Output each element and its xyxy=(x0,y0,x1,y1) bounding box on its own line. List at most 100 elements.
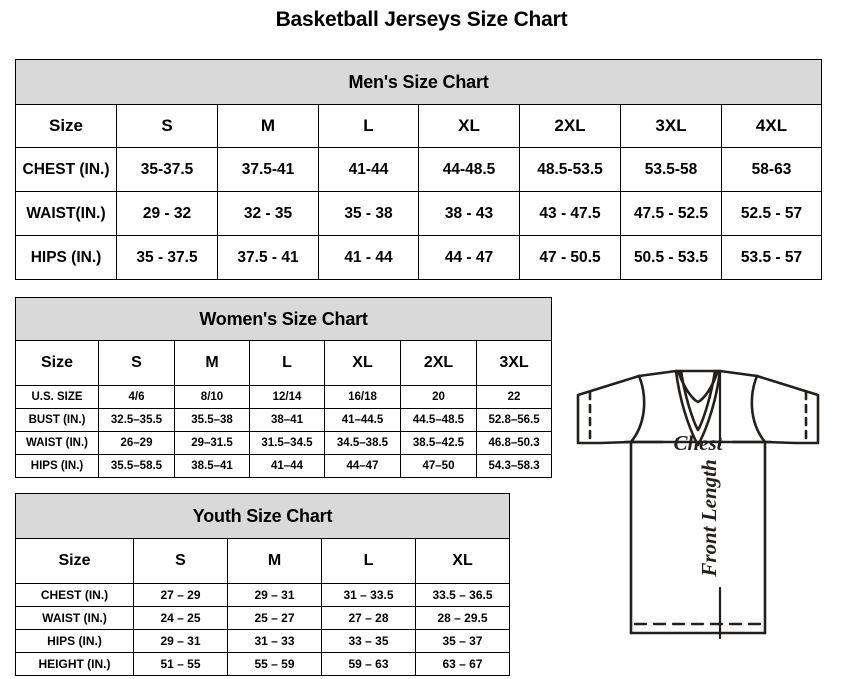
mens-row-label-hips: HIPS (IN.) xyxy=(15,235,117,280)
youth-chart-caption: Youth Size Chart xyxy=(14,493,511,539)
mens-chest-xl: 44-48.5 xyxy=(418,147,520,192)
mens-col-header-l: L xyxy=(318,104,419,148)
youth-col-header-l: L xyxy=(321,538,416,584)
mens-col-header-3xl: 3XL xyxy=(620,104,722,148)
womens-bust-2xl: 44.5–48.5 xyxy=(400,408,477,432)
table-row: WAIST (IN.) 24 – 25 25 – 27 27 – 28 28 –… xyxy=(15,606,511,630)
youth-waist-s: 24 – 25 xyxy=(133,606,228,630)
mens-chest-3xl: 53.5-58 xyxy=(620,147,722,192)
womens-us-size-2xl: 20 xyxy=(400,385,477,409)
table-row: HEIGHT (IN.) 51 – 55 55 – 59 59 – 63 63 … xyxy=(15,652,511,676)
womens-hips-3xl: 54.3–58.3 xyxy=(475,454,553,478)
womens-us-size-s: 4/6 xyxy=(98,385,175,409)
womens-row-label-waist: WAIST (IN.) xyxy=(15,431,99,455)
womens-hips-l: 41–44 xyxy=(249,454,325,478)
youth-height-xl: 63 – 67 xyxy=(414,652,511,676)
womens-us-size-m: 8/10 xyxy=(174,385,250,409)
womens-col-header-l: L xyxy=(249,340,325,386)
womens-waist-s: 26–29 xyxy=(98,431,175,455)
youth-hips-l: 33 – 35 xyxy=(321,629,416,653)
youth-waist-l: 27 – 28 xyxy=(321,606,416,630)
mens-caption-row: Men's Size Chart xyxy=(15,59,822,105)
womens-waist-3xl: 46.8–50.3 xyxy=(475,431,553,455)
youth-chest-s: 27 – 29 xyxy=(133,583,228,607)
mens-chest-m: 37.5-41 xyxy=(217,147,319,192)
youth-size-chart-table: Youth Size Chart Size S M L XL CHEST (IN… xyxy=(14,493,511,676)
youth-row-label-height: HEIGHT (IN.) xyxy=(15,652,134,676)
youth-col-header-size: Size xyxy=(15,538,134,584)
womens-hips-m: 38.5–41 xyxy=(174,454,250,478)
jersey-measurement-diagram: Chest Front Length xyxy=(553,333,843,673)
mens-chest-2xl: 48.5-53.5 xyxy=(519,147,621,192)
mens-waist-s: 29 - 32 xyxy=(116,191,218,236)
table-row: BUST (IN.) 32.5–35.5 35.5–38 38–41 41–44… xyxy=(15,408,553,432)
youth-hips-xl: 35 – 37 xyxy=(414,629,511,653)
youth-height-s: 51 – 55 xyxy=(133,652,228,676)
mens-hips-4xl: 53.5 - 57 xyxy=(721,235,822,280)
mens-hips-xl: 44 - 47 xyxy=(418,235,520,280)
mens-hips-2xl: 47 - 50.5 xyxy=(519,235,621,280)
womens-row-label-us-size: U.S. SIZE xyxy=(15,385,99,409)
womens-col-header-3xl: 3XL xyxy=(475,340,553,386)
mens-waist-m: 32 - 35 xyxy=(217,191,319,236)
mens-hips-m: 37.5 - 41 xyxy=(217,235,319,280)
mens-chest-s: 35-37.5 xyxy=(116,147,218,192)
youth-row-label-chest: CHEST (IN.) xyxy=(15,583,134,607)
womens-col-header-size: Size xyxy=(15,340,99,386)
womens-hips-xl: 44–47 xyxy=(324,454,401,478)
youth-height-m: 55 – 59 xyxy=(227,652,322,676)
mens-hips-l: 41 - 44 xyxy=(318,235,419,280)
womens-bust-m: 35.5–38 xyxy=(174,408,250,432)
table-row: CHEST (IN.) 27 – 29 29 – 31 31 – 33.5 33… xyxy=(15,583,511,607)
womens-col-header-m: M xyxy=(174,340,250,386)
mens-waist-l: 35 - 38 xyxy=(318,191,419,236)
mens-col-header-4xl: 4XL xyxy=(721,104,822,148)
youth-col-header-xl: XL xyxy=(414,538,511,584)
womens-waist-m: 29–31.5 xyxy=(174,431,250,455)
womens-caption-row: Women's Size Chart xyxy=(14,297,553,341)
youth-chest-l: 31 – 33.5 xyxy=(321,583,416,607)
womens-us-size-l: 12/14 xyxy=(249,385,325,409)
mens-col-header-2xl: 2XL xyxy=(519,104,621,148)
youth-waist-xl: 28 – 29.5 xyxy=(414,606,511,630)
youth-header-row: Size S M L XL xyxy=(15,538,511,584)
mens-col-header-s: S xyxy=(116,104,218,148)
womens-hips-2xl: 47–50 xyxy=(400,454,477,478)
youth-col-header-m: M xyxy=(227,538,322,584)
mens-size-chart-table: Men's Size Chart Size S M L XL 2XL 3XL 4… xyxy=(15,59,822,280)
mens-header-row: Size S M L XL 2XL 3XL 4XL xyxy=(15,104,822,148)
womens-bust-l: 38–41 xyxy=(249,408,325,432)
table-row: HIPS (IN.) 35.5–58.5 38.5–41 41–44 44–47… xyxy=(15,454,553,478)
front-length-measure-label: Front Length xyxy=(697,459,721,577)
youth-height-l: 59 – 63 xyxy=(321,652,416,676)
womens-row-label-hips: HIPS (IN.) xyxy=(15,454,99,478)
womens-bust-s: 32.5–35.5 xyxy=(98,408,175,432)
mens-waist-4xl: 52.5 - 57 xyxy=(721,191,822,236)
womens-bust-xl: 41–44.5 xyxy=(324,408,401,432)
womens-hips-s: 35.5–58.5 xyxy=(98,454,175,478)
mens-chest-l: 41-44 xyxy=(318,147,419,192)
table-row: HIPS (IN.) 35 - 37.5 37.5 - 41 41 - 44 4… xyxy=(15,235,822,280)
mens-waist-2xl: 43 - 47.5 xyxy=(519,191,621,236)
womens-waist-l: 31.5–34.5 xyxy=(249,431,325,455)
table-row: WAIST(IN.) 29 - 32 32 - 35 35 - 38 38 - … xyxy=(15,191,822,236)
jersey-outline-icon xyxy=(576,369,820,640)
womens-row-label-bust: BUST (IN.) xyxy=(15,408,99,432)
mens-hips-3xl: 50.5 - 53.5 xyxy=(620,235,722,280)
mens-chest-4xl: 58-63 xyxy=(721,147,822,192)
womens-us-size-3xl: 22 xyxy=(475,385,553,409)
table-row: WAIST (IN.) 26–29 29–31.5 31.5–34.5 34.5… xyxy=(15,431,553,455)
mens-row-label-waist: WAIST(IN.) xyxy=(15,191,117,236)
womens-waist-xl: 34.5–38.5 xyxy=(324,431,401,455)
womens-header-row: Size S M L XL 2XL 3XL xyxy=(15,340,553,386)
mens-row-label-chest: CHEST (IN.) xyxy=(15,147,117,192)
youth-caption-row: Youth Size Chart xyxy=(14,493,511,539)
youth-waist-m: 25 – 27 xyxy=(227,606,322,630)
chest-measure-label: Chest xyxy=(673,431,723,455)
womens-col-header-xl: XL xyxy=(324,340,401,386)
mens-col-header-size: Size xyxy=(15,104,117,148)
mens-waist-xl: 38 - 43 xyxy=(418,191,520,236)
mens-hips-s: 35 - 37.5 xyxy=(116,235,218,280)
youth-row-label-waist: WAIST (IN.) xyxy=(15,606,134,630)
womens-col-header-2xl: 2XL xyxy=(400,340,477,386)
